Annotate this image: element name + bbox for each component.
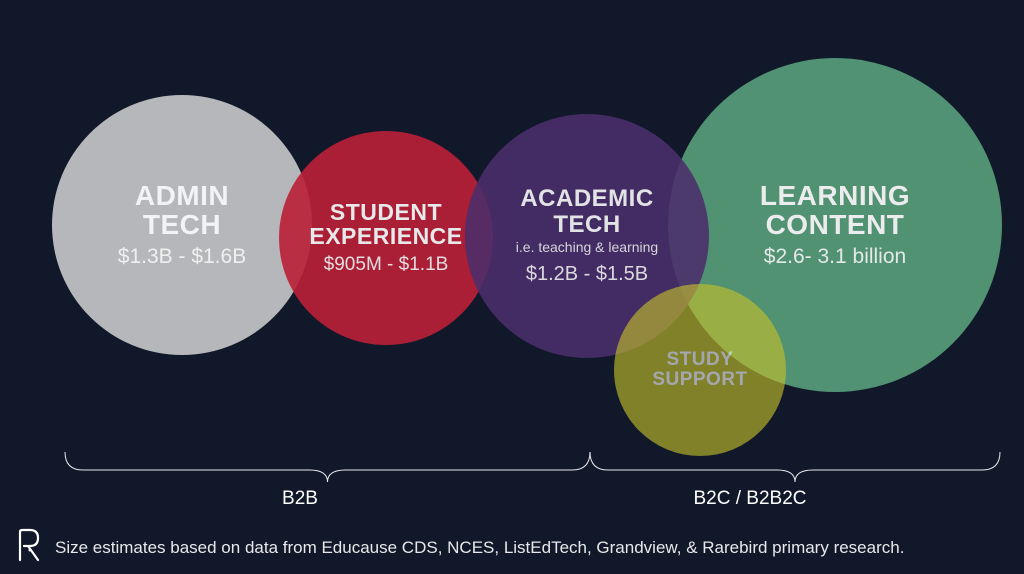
brace-label-b2c: B2C / B2B2C xyxy=(694,488,807,510)
title-line: SUPPORT xyxy=(652,369,747,390)
title-line: ACADEMIC xyxy=(520,185,653,212)
circle-subtitle: i.e. teaching & learning xyxy=(516,239,658,255)
circle-value: $1.2B - $1.5B xyxy=(526,263,648,286)
circle-student-experience: STUDENT EXPERIENCE $905M - $1.1B xyxy=(279,131,493,345)
circle-value: $905M - $1.1B xyxy=(324,254,449,276)
circle-title: STUDENT EXPERIENCE xyxy=(309,200,462,248)
title-line: STUDENT xyxy=(330,199,442,225)
circle-study-support: STUDY SUPPORT xyxy=(614,284,786,456)
title-line: TECH xyxy=(553,211,620,238)
diagram-canvas: ADMIN TECH $1.3B - $1.6B STUDENT EXPERIE… xyxy=(0,0,1024,574)
rarebird-logo-icon xyxy=(14,526,44,564)
circle-admin-tech: ADMIN TECH $1.3B - $1.6B xyxy=(52,95,312,355)
title-line: EXPERIENCE xyxy=(309,223,462,249)
title-line: CONTENT xyxy=(766,209,905,240)
circle-value: $1.3B - $1.6B xyxy=(118,245,246,269)
title-line: STUDY xyxy=(667,349,734,370)
title-line: ADMIN xyxy=(135,180,229,211)
circle-title: STUDY SUPPORT xyxy=(652,350,747,390)
brace-label-b2b: B2B xyxy=(282,488,318,510)
circle-title: ADMIN TECH xyxy=(135,181,229,240)
circle-title: ACADEMIC TECH xyxy=(520,186,653,236)
footer-citation: Size estimates based on data from Educau… xyxy=(55,538,904,558)
title-line: TECH xyxy=(143,209,221,240)
circle-value: $2.6- 3.1 billion xyxy=(764,245,906,269)
title-line: LEARNING xyxy=(760,180,910,211)
circle-title: LEARNING CONTENT xyxy=(760,181,910,240)
